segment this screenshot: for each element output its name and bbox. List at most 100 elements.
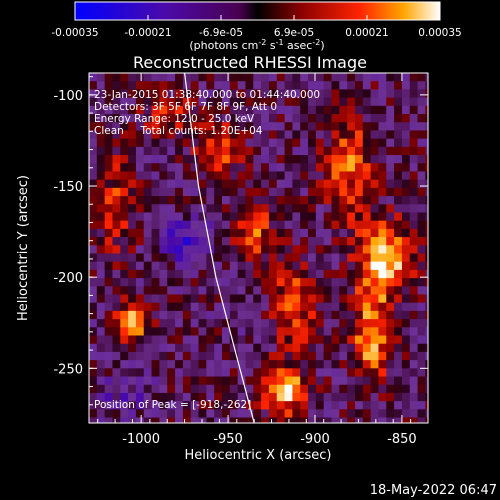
heatmap-cell	[253, 351, 262, 361]
heatmap-cell	[308, 351, 317, 361]
heatmap-cell	[253, 343, 262, 353]
heatmap-cell	[339, 351, 348, 361]
heatmap-cell	[143, 212, 153, 222]
heatmap-cell	[378, 237, 387, 246]
heatmap-cell	[378, 417, 387, 423]
heatmap-cell	[221, 138, 231, 148]
heatmap-cell	[276, 130, 286, 140]
heatmap-cell	[276, 97, 286, 107]
heatmap-cell	[284, 155, 293, 164]
heatmap-cell	[253, 360, 262, 369]
heatmap-cell	[409, 351, 419, 361]
heatmap-cell	[96, 138, 106, 148]
heatmap-cell	[284, 81, 293, 90]
heatmap-cell	[135, 360, 145, 369]
heatmap-cell	[394, 237, 403, 246]
heatmap-cell	[370, 163, 379, 172]
heatmap-cell	[229, 105, 239, 115]
heatmap-cell	[159, 310, 168, 320]
heatmap-cell	[182, 302, 192, 312]
heatmap-cell	[112, 237, 121, 246]
heatmap-cell	[347, 196, 356, 205]
heatmap-cell	[167, 196, 176, 205]
heatmap-cell	[128, 360, 137, 369]
heatmap-cell	[112, 302, 121, 312]
heatmap-cell	[347, 163, 356, 172]
heatmap-cell	[386, 187, 395, 197]
heatmap-cell	[229, 122, 239, 131]
heatmap-cell	[182, 294, 192, 304]
heatmap-cell	[253, 114, 262, 123]
heatmap-cell	[417, 253, 426, 263]
heatmap-cell	[175, 261, 184, 271]
heatmap-cell	[362, 122, 372, 131]
heatmap-cell	[190, 343, 200, 353]
heatmap-cell	[175, 73, 184, 82]
heatmap-cell	[198, 319, 207, 328]
heatmap-cell	[120, 376, 129, 386]
heatmap-cell	[354, 138, 364, 148]
heatmap-cell	[354, 89, 364, 99]
heatmap-cell	[315, 294, 325, 304]
heatmap-cell	[190, 138, 200, 148]
heatmap-cell	[315, 253, 325, 263]
heatmap-cell	[425, 155, 428, 164]
heatmap-cell	[96, 155, 106, 164]
heatmap-cell	[300, 253, 309, 263]
heatmap-cell	[268, 253, 278, 263]
heatmap-cell	[378, 245, 387, 254]
heatmap-cell	[229, 97, 239, 107]
heatmap-cell	[315, 179, 325, 189]
heatmap-cell	[112, 343, 121, 353]
heatmap-cell	[229, 310, 239, 320]
heatmap-cell	[151, 163, 160, 172]
heatmap-cell	[198, 146, 207, 156]
heatmap-cell	[143, 286, 153, 295]
heatmap-cell	[339, 392, 348, 402]
heatmap-cell	[401, 204, 411, 213]
heatmap-cell	[104, 302, 113, 312]
heatmap-cell	[96, 204, 106, 213]
heatmap-cell	[253, 368, 262, 378]
heatmap-cell	[206, 114, 215, 123]
heatmap-cell	[417, 138, 426, 148]
heatmap-cell	[167, 89, 176, 99]
heatmap-cell	[167, 245, 176, 254]
heatmap-cell	[323, 335, 333, 345]
heatmap-cell	[339, 81, 348, 90]
heatmap-cell	[409, 155, 419, 164]
heatmap-cell	[386, 360, 395, 369]
heatmap-cell	[339, 368, 348, 378]
heatmap-cell	[253, 401, 262, 410]
heatmap-cell	[268, 351, 278, 361]
heatmap-cell	[175, 204, 184, 213]
heatmap-cell	[347, 392, 356, 402]
heatmap-cell	[221, 187, 231, 197]
heatmap-cell	[378, 89, 387, 99]
heatmap-cell	[159, 286, 168, 295]
heatmap-cell	[268, 261, 278, 271]
heatmap-cell	[253, 310, 262, 320]
heatmap-cell	[143, 360, 153, 369]
heatmap-cell	[308, 220, 317, 230]
heatmap-cell	[417, 237, 426, 246]
heatmap-cell	[245, 368, 254, 378]
heatmap-cell	[347, 204, 356, 213]
heatmap-cell	[112, 319, 121, 328]
heatmap-cell	[151, 97, 160, 107]
heatmap-cell	[347, 278, 356, 287]
heatmap-cell	[308, 89, 317, 99]
heatmap-cell	[151, 351, 160, 361]
heatmap-cell	[394, 335, 403, 345]
heatmap-cell	[354, 376, 364, 386]
heatmap-cell	[347, 97, 356, 107]
heatmap-cell	[221, 114, 231, 123]
heatmap-cell	[167, 237, 176, 246]
heatmap-cell	[261, 245, 270, 254]
heatmap-cell	[323, 368, 333, 378]
heatmap-cell	[339, 237, 348, 246]
heatmap-cell	[135, 179, 145, 189]
heatmap-cell	[229, 89, 239, 99]
heatmap-cell	[401, 155, 411, 164]
heatmap-cell	[386, 171, 395, 181]
